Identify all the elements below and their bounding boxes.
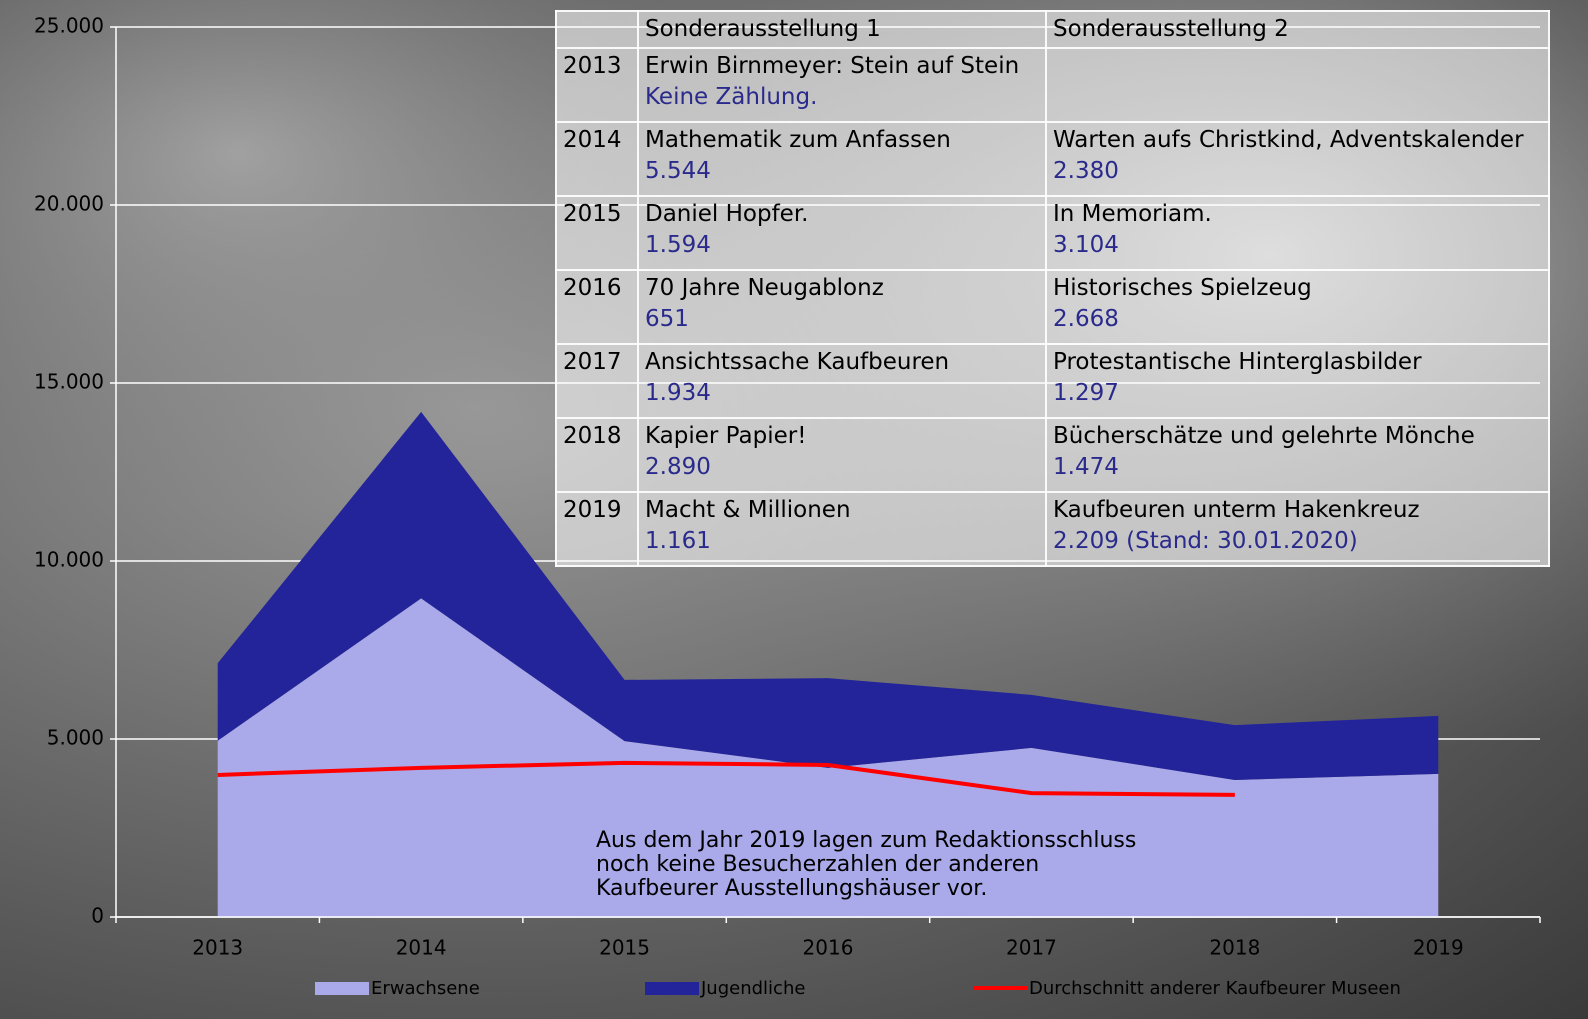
visitor-count: 2.668 [1053,306,1119,332]
y-tick-label: 20.000 [34,192,104,216]
exhibition-title: Daniel Hopfer. [645,201,809,227]
exhibition-cell: Daniel Hopfer. 1.594 [637,195,1047,271]
exhibition-title: Erwin Birnmeyer: Stein auf Stein [645,53,1020,79]
year-cell: 2019 [555,491,639,567]
exhibition-cell: In Memoriam. 3.104 [1045,195,1550,271]
year-cell: 2017 [555,343,639,419]
visitor-count: 5.544 [645,158,711,184]
visitor-count: 1.297 [1053,380,1119,406]
y-tick-label: 0 [91,904,104,928]
line [217,760,1235,797]
header-cell: Sonderausstellung 2 [1045,10,1550,49]
exhibition-cell: Mathematik zum Anfassen 5.544 [637,121,1047,197]
year-cell: 2013 [555,47,639,123]
visitor-count: 2.209 (Stand: 30.01.2020) [1053,528,1358,554]
visitor-count: 2.890 [645,454,711,480]
table-header: Sonderausstellung 1 Sonderausstellung 2 [555,10,1550,49]
exhibition-cell: Ansichtssache Kaufbeuren 1.934 [637,343,1047,419]
visitor-count: 1.474 [1053,454,1119,480]
legend-label: Erwachsene [371,978,480,999]
exhibition-title: Warten aufs Christkind, Adventskalender [1053,127,1524,153]
x-tick-label: 2014 [396,936,447,960]
y-tick-label: 25.000 [34,14,104,38]
table-row: 2014 Mathematik zum Anfassen 5.544 Warten a… [555,121,1550,197]
legend-label: Durchschnitt anderer Kaufbeurer Museen [1029,978,1401,999]
exhibition-title: Kapier Papier! [645,423,807,449]
exhibition-title: Protestantische Hinterglasbilder [1053,349,1422,375]
year-cell: 2015 [555,195,639,271]
table-row: 2019 Macht & Millionen 1.161 Kaufbeuren unt… [555,491,1550,567]
legend-label: Jugendliche [700,978,805,999]
x-tick-label: 2016 [803,936,854,960]
legend-swatch [315,982,369,995]
exhibition-cell: Macht & Millionen 1.161 [637,491,1047,567]
y-tick-label: 5.000 [47,726,104,750]
x-tick-label: 2019 [1413,936,1464,960]
year-cell: 2016 [555,269,639,345]
visitor-count: 1.594 [645,232,711,258]
y-tick-label: 10.000 [34,548,104,572]
exhibition-title: Mathematik zum Anfassen [645,127,951,153]
exhibition-cell: Historisches Spielzeug 2.668 [1045,269,1550,345]
exhibition-cell: Kapier Papier! 2.890 [637,417,1047,493]
exhibition-title: Ansichtssache Kaufbeuren [645,349,950,375]
exhibition-title: Bücherschätze und gelehrte Mönche [1053,423,1475,449]
visitor-count: 1.934 [645,380,711,406]
table-row: 2013 Erwin Birnmeyer: Stein auf Stein Kein… [555,47,1550,123]
visitor-count: 2.380 [1053,158,1119,184]
visitor-count: 3.104 [1053,232,1119,258]
x-tick-label: 2013 [192,936,243,960]
exhibition-cell: Kaufbeuren unterm Hakenkreuz 2.209 (Stand… [1045,491,1550,567]
table-row: 2016 70 Jahre Neugablonz 651 Historisches S… [555,269,1550,345]
header-cell: Sonderausstellung 1 [637,10,1047,49]
legend-swatch [645,982,699,995]
exhibition-cell: Protestantische Hinterglasbilder 1.297 [1045,343,1550,419]
exhibition-cell [1045,47,1550,123]
area [217,598,1439,917]
exhibition-title: 70 Jahre Neugablonz [645,275,884,301]
annotation: Aus dem Jahr 2019 lagen zum Redaktionssc… [596,828,1136,853]
exhibition-cell: Erwin Birnmeyer: Stein auf Stein Keine Zä… [637,47,1047,123]
table-row: 2015 Daniel Hopfer. 1.594 In Memoriam. 3.104 [555,195,1550,271]
header-cell [555,10,639,49]
exhibition-title: Kaufbeuren unterm Hakenkreuz [1053,497,1420,523]
year-cell: 2018 [555,417,639,493]
exhibition-cell: 70 Jahre Neugablonz 651 [637,269,1047,345]
x-tick-label: 2015 [599,936,650,960]
exhibition-title: In Memoriam. [1053,201,1212,227]
y-tick-label: 15.000 [34,370,104,394]
x-tick-label: 2018 [1209,936,1260,960]
year-cell: 2014 [555,121,639,197]
visitor-count: Keine Zählung. [645,84,818,110]
exhibition-title: Historisches Spielzeug [1053,275,1312,301]
visitor-count: 651 [645,306,689,332]
table-row: 2017 Ansichtssache Kaufbeuren 1.934 Protest… [555,343,1550,419]
annotation: noch keine Besucherzahlen der anderen [596,852,1039,877]
visitor-count: 1.161 [645,528,711,554]
exhibition-cell: Bücherschätze und gelehrte Mönche 1.474 [1045,417,1550,493]
area [217,411,1439,780]
table-row: 2018 Kapier Papier! 2.890 Bücherschätze und… [555,417,1550,493]
annotation: Kaufbeurer Ausstellungshäuser vor. [596,876,987,901]
exhibition-title: Macht & Millionen [645,497,851,523]
x-tick-label: 2017 [1006,936,1057,960]
exhibition-cell: Warten aufs Christkind, Adventskalender 2… [1045,121,1550,197]
exhibition-table: Sonderausstellung 1 Sonderausstellung 2 … [555,10,1550,567]
